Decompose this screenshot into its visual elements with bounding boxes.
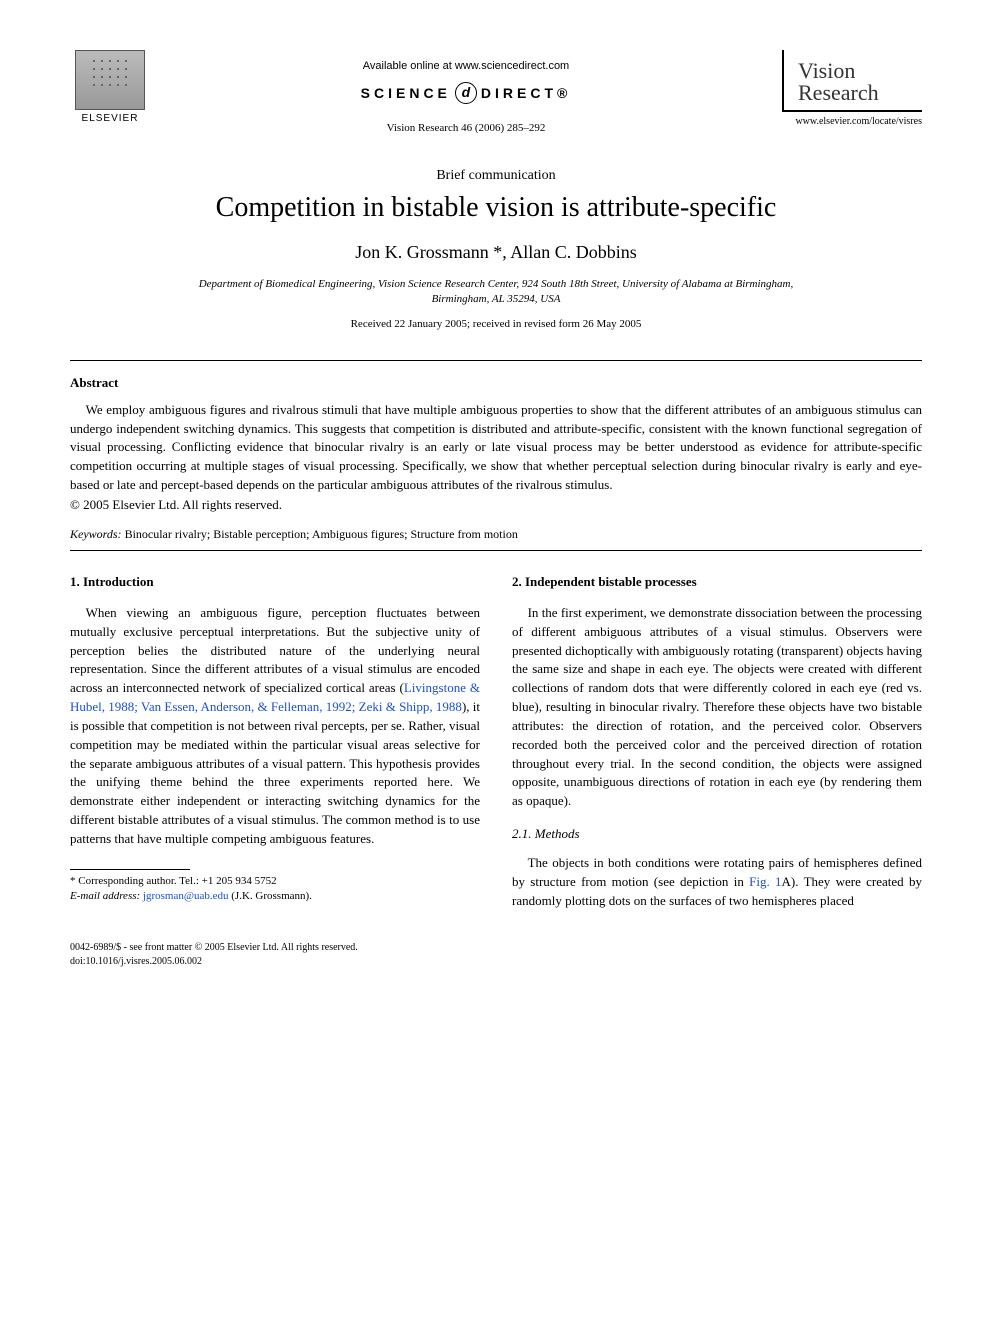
- corresponding-author-line: * Corresponding author. Tel.: +1 205 934…: [70, 874, 480, 889]
- journal-name-line2: Research: [798, 82, 908, 104]
- email-label: E-mail address:: [70, 890, 143, 902]
- journal-url: www.elsevier.com/locate/visres: [782, 116, 922, 127]
- journal-title-box: Vision Research: [782, 50, 922, 112]
- elsevier-tree-icon: [75, 50, 145, 110]
- available-online-text: Available online at www.sciencedirect.co…: [150, 60, 782, 72]
- email-suffix: (J.K. Grossmann).: [229, 890, 312, 902]
- abstract-copyright: © 2005 Elsevier Ltd. All rights reserved…: [70, 497, 922, 513]
- section1-heading: 1. Introduction: [70, 573, 480, 592]
- keywords-label: Keywords:: [70, 527, 122, 541]
- rule-bottom: [70, 550, 922, 551]
- journal-reference: Vision Research 46 (2006) 285–292: [150, 122, 782, 134]
- keywords-text: Binocular rivalry; Bistable perception; …: [122, 527, 518, 541]
- elsevier-label: ELSEVIER: [82, 113, 139, 124]
- email-link[interactable]: jgrosman@uab.edu: [143, 890, 229, 902]
- affiliation: Department of Biomedical Engineering, Vi…: [70, 277, 922, 308]
- footer-line1: 0042-6989/$ - see front matter © 2005 El…: [70, 941, 922, 955]
- affiliation-line2: Birmingham, AL 35294, USA: [432, 293, 561, 305]
- section1-text-post: ), it is possible that competition is no…: [70, 699, 480, 846]
- article-authors: Jon K. Grossmann *, Allan C. Dobbins: [70, 242, 922, 263]
- section2-1-paragraph: The objects in both conditions were rota…: [512, 854, 922, 911]
- section2-paragraph1: In the first experiment, we demonstrate …: [512, 604, 922, 811]
- science-direct-logo: SCIENCE d DIRECT®: [150, 82, 782, 104]
- science-direct-right: DIRECT®: [481, 85, 571, 101]
- science-direct-icon: d: [455, 82, 477, 104]
- article-dates: Received 22 January 2005; received in re…: [70, 318, 922, 330]
- abstract-heading: Abstract: [70, 375, 922, 391]
- article-type: Brief communication: [70, 168, 922, 184]
- affiliation-line1: Department of Biomedical Engineering, Vi…: [199, 278, 794, 290]
- header-row: ELSEVIER Available online at www.science…: [70, 50, 922, 140]
- science-direct-left: SCIENCE: [361, 85, 451, 101]
- journal-box-wrapper: Vision Research www.elsevier.com/locate/…: [782, 50, 922, 127]
- section2-heading: 2. Independent bistable processes: [512, 573, 922, 592]
- footer-line2: doi:10.1016/j.visres.2005.06.002: [70, 955, 922, 969]
- email-line: E-mail address: jgrosman@uab.edu (J.K. G…: [70, 889, 480, 904]
- rule-top: [70, 360, 922, 361]
- section2-1-heading: 2.1. Methods: [512, 825, 922, 844]
- figure-link-1[interactable]: Fig. 1: [749, 874, 781, 889]
- right-column: 2. Independent bistable processes In the…: [512, 573, 922, 911]
- header-center: Available online at www.sciencedirect.co…: [150, 50, 782, 134]
- footnote-separator: [70, 869, 190, 870]
- keywords: Keywords: Binocular rivalry; Bistable pe…: [70, 527, 922, 542]
- journal-name-line1: Vision: [798, 60, 908, 82]
- body-columns: 1. Introduction When viewing an ambiguou…: [70, 573, 922, 911]
- corresponding-author-footnote: * Corresponding author. Tel.: +1 205 934…: [70, 874, 480, 905]
- left-column: 1. Introduction When viewing an ambiguou…: [70, 573, 480, 911]
- abstract-text: We employ ambiguous figures and rivalrou…: [70, 401, 922, 495]
- article-title: Competition in bistable vision is attrib…: [70, 192, 922, 224]
- elsevier-logo: ELSEVIER: [70, 50, 150, 140]
- page-footer: 0042-6989/$ - see front matter © 2005 El…: [70, 941, 922, 969]
- section1-paragraph: When viewing an ambiguous figure, percep…: [70, 604, 480, 849]
